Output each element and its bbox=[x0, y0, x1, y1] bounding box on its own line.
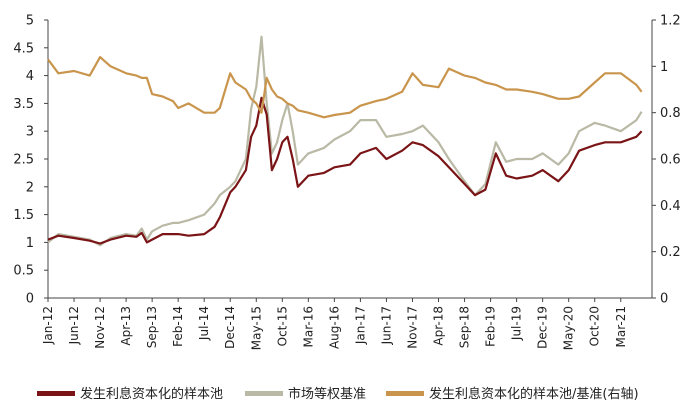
y-right-tick-label: 0.6 bbox=[660, 153, 681, 168]
y-left-tick-label: 4 bbox=[26, 69, 34, 84]
legend-item-benchmark: 市场等权基准 bbox=[245, 386, 366, 402]
series-line-benchmark bbox=[47, 35, 643, 247]
x-tick-label: Apr-13 bbox=[119, 306, 133, 346]
legend-swatch-benchmark bbox=[245, 391, 283, 396]
x-tick-label: Jun-17 bbox=[379, 306, 393, 345]
y-left-tick-label: 2 bbox=[26, 180, 34, 195]
axes bbox=[47, 20, 653, 299]
x-tick-label: Dec-19 bbox=[536, 306, 550, 349]
x-tick-label: Jun-12 bbox=[67, 306, 81, 345]
x-tick-label: Jul-19 bbox=[510, 306, 524, 341]
y-right-tick-label: 1.2 bbox=[660, 14, 681, 29]
y-left-tick-label: 3.5 bbox=[13, 97, 34, 112]
y-left-tick-label: 5 bbox=[26, 14, 34, 29]
legend: 发生利息资本化的样本池 市场等权基准 发生利息资本化的样本池/基准(右轴) bbox=[37, 386, 639, 402]
y-right-tick-label: 0.8 bbox=[660, 106, 681, 121]
x-tick-label: Aug-16 bbox=[327, 306, 341, 349]
series-line-ratio bbox=[47, 55, 643, 119]
legend-label-ratio: 发生利息资本化的样本池/基准(右轴) bbox=[429, 386, 639, 402]
legend-label-benchmark: 市场等权基准 bbox=[288, 386, 366, 402]
y-left-ticks: 0 0.5 1 1.5 2 2.5 3 3.5 4 4.5 5 bbox=[13, 14, 48, 307]
series-lines bbox=[47, 35, 643, 247]
y-left-tick-label: 3 bbox=[26, 125, 34, 140]
x-tick-label: Mar-21 bbox=[614, 306, 628, 347]
legend-label-sample-pool: 发生利息资本化的样本池 bbox=[80, 386, 223, 402]
x-tick-label: Feb-19 bbox=[484, 306, 498, 347]
x-tick-label: Jan-17 bbox=[353, 306, 367, 345]
y-left-tick-label: 0.5 bbox=[13, 264, 34, 279]
y-right-ticks: 0 0.2 0.4 0.6 0.8 1 1.2 bbox=[652, 14, 681, 307]
y-left-tick-label: 2.5 bbox=[13, 153, 34, 168]
legend-item-sample-pool: 发生利息资本化的样本池 bbox=[37, 386, 223, 402]
x-tick-label: Oct-15 bbox=[275, 306, 289, 346]
y-left-tick-label: 1 bbox=[26, 236, 34, 251]
y-right-tick-label: 0 bbox=[660, 292, 668, 307]
y-right-tick-label: 0.2 bbox=[660, 245, 681, 260]
x-tick-label: Apr-18 bbox=[432, 306, 446, 346]
x-tick-label: Nov-17 bbox=[405, 306, 419, 349]
y-left-tick-label: 4.5 bbox=[13, 41, 34, 56]
x-tick-label: Jan-12 bbox=[41, 306, 55, 345]
legend-swatch-ratio bbox=[386, 391, 424, 396]
x-tick-label: Sep-13 bbox=[145, 306, 159, 348]
y-left-tick-label: 1.5 bbox=[13, 208, 34, 223]
x-tick-label: May-20 bbox=[562, 306, 576, 350]
series-line-sample-pool bbox=[47, 96, 643, 245]
x-ticks: Jan-12 Jun-12 Nov-12 Apr-13 Sep-13 Feb-14 Jul-… bbox=[41, 298, 628, 350]
legend-item-ratio: 发生利息资本化的样本池/基准(右轴) bbox=[386, 386, 639, 402]
y-right-tick-label: 0.4 bbox=[660, 199, 681, 214]
x-tick-label: Mar-16 bbox=[301, 306, 315, 347]
y-right-tick-label: 1 bbox=[660, 60, 668, 75]
y-left-tick-label: 0 bbox=[26, 292, 34, 307]
x-tick-label: Nov-12 bbox=[93, 306, 107, 349]
x-tick-label: May-15 bbox=[249, 306, 263, 350]
x-tick-label: Feb-14 bbox=[171, 306, 185, 347]
x-tick-label: Jul-14 bbox=[197, 306, 211, 341]
x-tick-label: Dec-14 bbox=[223, 306, 237, 349]
x-tick-label: Oct-20 bbox=[588, 306, 602, 346]
legend-swatch-sample-pool bbox=[37, 391, 75, 396]
x-tick-label: Sep-18 bbox=[458, 306, 472, 348]
